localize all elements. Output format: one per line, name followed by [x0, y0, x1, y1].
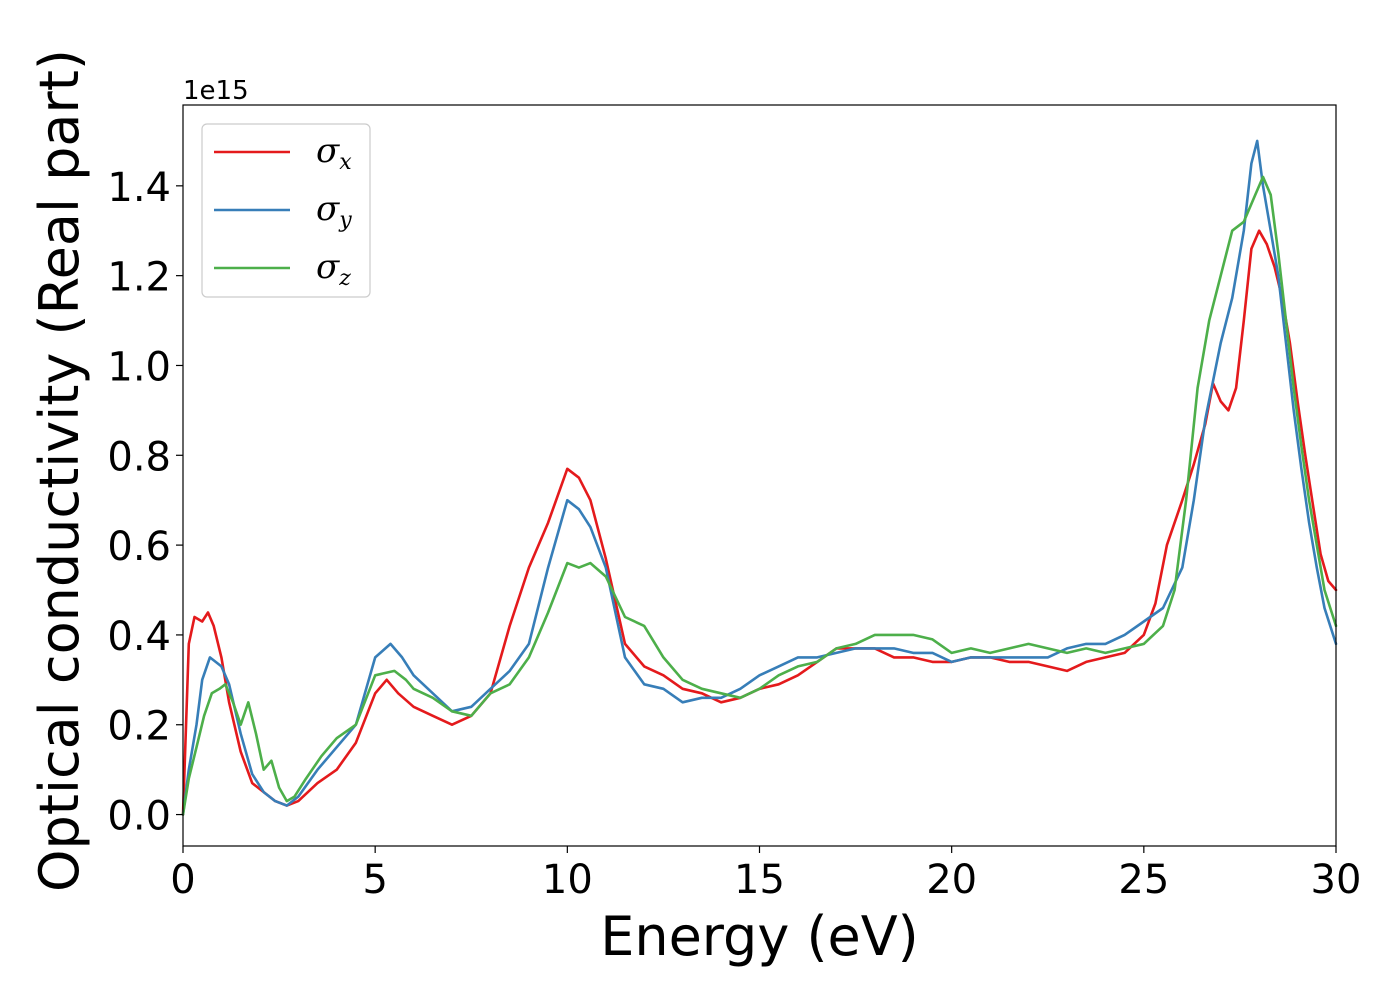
y-tick-label: 0.6: [107, 524, 171, 570]
legend-label-x: σx: [316, 131, 352, 175]
y-axis: 0.0 0.2 0.4 0.6 0.8 1.0 1.2 1.4: [107, 165, 183, 840]
series-layer: [181, 139, 1338, 816]
legend: σx σy σz: [201, 123, 371, 298]
y-axis-title: Optical conductivity (Real part): [28, 49, 91, 892]
y-tick-label: 0.8: [107, 434, 171, 480]
y-tick-label: 0.0: [107, 794, 171, 840]
y-offset-label: 1e15: [183, 76, 249, 106]
legend-label-z: σz: [316, 247, 351, 291]
series-line-z: [181, 175, 1338, 816]
x-tick-label: 5: [362, 857, 387, 903]
legend-label-y: σy: [316, 189, 352, 233]
x-tick-label: 0: [170, 857, 195, 903]
y-tick-label: 1.2: [107, 255, 171, 301]
x-axis-title: Energy (eV): [600, 905, 919, 968]
x-tick-label: 10: [542, 857, 593, 903]
x-tick-label: 15: [734, 857, 785, 903]
series-line-y: [181, 139, 1338, 816]
x-tick-label: 25: [1118, 857, 1169, 903]
y-tick-label: 0.4: [107, 614, 171, 660]
series-line-x: [181, 229, 1338, 816]
x-tick-label: 30: [1311, 857, 1362, 903]
y-tick-label: 1.4: [107, 165, 171, 211]
x-axis: 0 5 10 15 20 25 30: [170, 846, 1361, 903]
x-tick-label: 20: [926, 857, 977, 903]
y-tick-label: 0.2: [107, 704, 171, 750]
y-tick-label: 1.0: [107, 344, 171, 390]
